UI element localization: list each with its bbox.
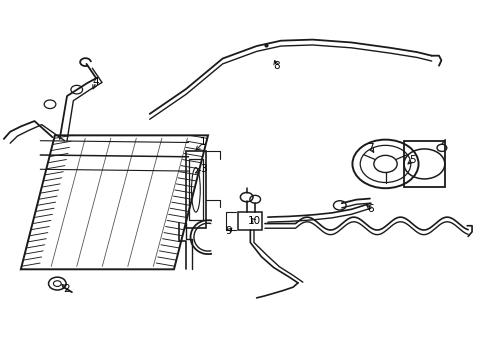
Text: 10: 10 [247,216,260,226]
Text: 8: 8 [272,61,279,71]
Text: 6: 6 [367,203,373,213]
Text: 4: 4 [93,77,100,87]
Bar [189,159,202,220]
Bar [238,212,262,230]
Text: 9: 9 [225,226,232,236]
Text: 3: 3 [200,164,206,174]
Bar [186,152,205,228]
Text: 5: 5 [408,156,415,165]
Text: 2: 2 [63,284,70,294]
Text: 1: 1 [200,138,206,148]
Text: 7: 7 [367,143,373,153]
Bar [403,141,445,187]
